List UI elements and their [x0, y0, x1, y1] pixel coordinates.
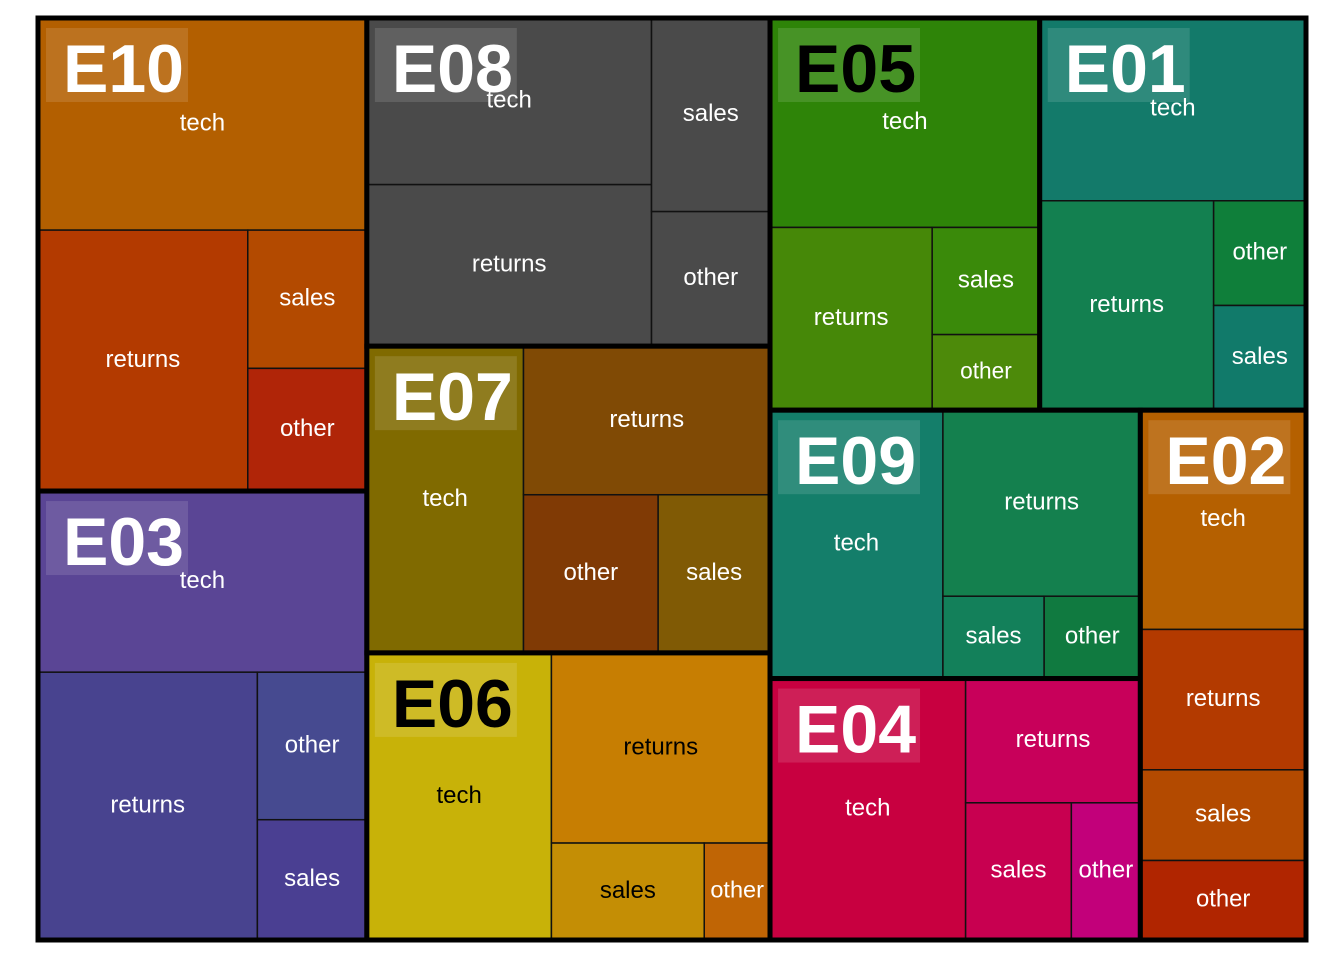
group-label-box — [1047, 28, 1190, 102]
leaf-tile — [1139, 628, 1307, 771]
leaf-label: other — [960, 357, 1012, 383]
leaf-label: tech — [436, 782, 481, 809]
leaf-label: sales — [1232, 343, 1288, 370]
leaf-label: returns — [1186, 685, 1261, 712]
group-label-box — [46, 501, 188, 576]
leaf-label: sales — [279, 285, 335, 312]
group-label-box — [778, 420, 921, 495]
group-label: E02 — [1165, 423, 1286, 499]
leaf-label: other — [1065, 623, 1120, 650]
leaf-label: tech — [180, 109, 225, 136]
leaf-label: returns — [110, 791, 185, 818]
leaf-label: sales — [990, 857, 1046, 884]
leaf-tile — [37, 490, 368, 673]
leaf-tile — [769, 17, 1041, 229]
leaf-label: tech — [834, 530, 879, 557]
leaf-tile — [769, 409, 944, 680]
leaf-label: sales — [958, 266, 1014, 293]
group-label-box — [374, 356, 517, 431]
group-label: E04 — [795, 692, 916, 768]
leaf-tile — [522, 345, 771, 496]
leaf-label: sales — [600, 877, 656, 904]
leaf-label: other — [280, 415, 335, 442]
group-label: E10 — [63, 31, 184, 107]
leaf-tile — [256, 671, 368, 821]
leaf-tile — [522, 493, 659, 654]
group-label: E07 — [392, 359, 513, 435]
group-label-box — [778, 688, 921, 763]
group-label: E01 — [1065, 31, 1186, 107]
leaf-label: returns — [1089, 291, 1164, 318]
chart-border — [35, 15, 1309, 943]
leaf-label: sales — [284, 865, 340, 892]
leaf-label: sales — [683, 100, 739, 127]
leaf-label: other — [1232, 238, 1287, 265]
leaf-tile — [1038, 17, 1307, 202]
leaf-label: tech — [882, 108, 927, 135]
leaf-tile — [366, 183, 653, 347]
leaf-label: other — [1079, 857, 1134, 884]
leaf-tile — [247, 229, 368, 370]
leaf-tile — [1038, 200, 1215, 411]
leaf-tile — [1212, 200, 1307, 307]
leaf-label: returns — [1004, 489, 1079, 516]
leaf-label: returns — [106, 346, 181, 373]
group-label: E03 — [63, 504, 184, 580]
leaf-label: returns — [472, 251, 547, 278]
leaf-label: returns — [609, 406, 684, 433]
leaf-label: other — [710, 877, 764, 903]
leaf-label: other — [285, 731, 340, 758]
group-label: E09 — [795, 423, 916, 499]
leaf-label: tech — [487, 87, 532, 114]
leaf-tile — [769, 226, 933, 411]
group-label: E08 — [392, 31, 513, 107]
leaf-tile — [256, 818, 368, 941]
leaf-tile — [703, 842, 771, 941]
leaf-label: sales — [966, 623, 1022, 650]
leaf-tile — [1212, 304, 1307, 411]
leaf-tile — [650, 210, 771, 347]
leaf-tile — [650, 17, 771, 213]
leaf-tile — [1139, 409, 1307, 631]
leaf-label: tech — [845, 795, 890, 822]
leaf-label: tech — [1200, 505, 1245, 532]
leaf-label: returns — [1016, 726, 1091, 753]
leaf-tile — [931, 226, 1041, 336]
leaf-label: tech — [1150, 95, 1195, 122]
group-label: E06 — [392, 666, 513, 742]
leaf-tile — [942, 595, 1045, 680]
leaf-label: other — [563, 559, 618, 586]
group-label-box — [374, 28, 517, 102]
group-label-box — [374, 662, 517, 737]
leaf-label: returns — [814, 304, 889, 331]
group-label: E05 — [795, 31, 916, 107]
leaf-tile — [366, 652, 553, 941]
leaf-tile — [37, 671, 259, 941]
group-label-box — [778, 28, 921, 102]
leaf-label: sales — [1195, 800, 1251, 827]
leaf-label: other — [683, 264, 738, 291]
leaf-label: returns — [623, 733, 698, 760]
group-label-box — [46, 28, 188, 102]
leaf-label: sales — [686, 559, 742, 586]
leaf-label: tech — [180, 567, 225, 594]
leaf-tile — [37, 17, 368, 231]
leaf-tile — [964, 677, 1142, 804]
leaf-tile — [550, 842, 705, 941]
leaf-tile — [37, 229, 249, 492]
leaf-tile — [247, 367, 368, 492]
leaf-label: other — [1196, 886, 1250, 913]
group-label-box — [1148, 420, 1291, 495]
leaf-label: tech — [422, 485, 467, 512]
